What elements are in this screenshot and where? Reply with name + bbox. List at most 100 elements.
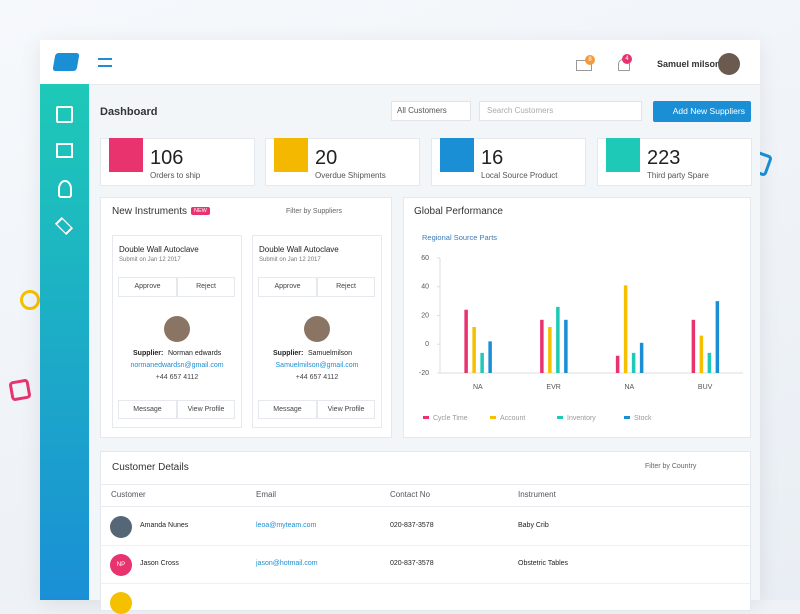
deco [20,290,40,310]
customers-panel [100,451,751,611]
supplier-avatar [164,316,190,342]
legend-swatch [557,416,563,419]
mail-icon[interactable] [576,60,592,71]
supplier-avatar [304,316,330,342]
stat-icon [109,138,143,172]
submit-date: Submit on Jan 12 2017 [119,257,181,263]
stat-value: 20 [315,147,338,169]
stat-value: 16 [481,147,504,169]
add-button[interactable]: Add New Suppliers [653,101,751,122]
instruments-panel [100,197,392,438]
supplier-name: Samuelmilson [308,350,352,357]
y-tick-label: 60 [421,255,429,262]
bar [548,327,552,373]
customer-filter[interactable]: All Customers [391,101,471,121]
bar [564,319,568,373]
y-tick-label: 40 [421,284,429,291]
supplier-email[interactable]: normanedwardsn@gmail.com [130,362,224,369]
column-header[interactable]: Customer [111,490,146,499]
customer-avatar: NP [110,554,132,576]
supplier-filter[interactable]: Filter by Suppliers [286,208,343,215]
panel-title: Global Performance [414,206,503,217]
stat-label: Local Source Product [481,171,558,180]
bar [464,309,468,373]
supplier-email[interactable]: Samuelmilson@gmail.com [275,362,359,369]
cell-email[interactable]: jason@hotmail.com [256,560,318,567]
stat-label: Third party Spare [647,171,709,180]
stat-icon [440,138,474,172]
message-button[interactable]: Message [118,400,177,419]
y-tick-label: -20 [419,370,429,377]
cell-instrument: Obstetric Tables [518,560,569,567]
reject-button[interactable]: Reject [317,277,375,297]
legend-label: Cycle Time [433,415,468,422]
user-avatar[interactable] [718,53,740,75]
approve-button[interactable]: Approve [258,277,317,297]
row-divider [101,545,750,546]
supplier-phone: +44 657 4112 [155,374,199,381]
profile-button[interactable]: View Profile [317,400,375,419]
bar [691,319,696,373]
chart: Regional Source Parts -20 0 20 40 60 NA EVR NA B… [419,233,743,422]
column-header[interactable]: Email [256,490,277,499]
sidebar [40,84,89,600]
legend-label: Stock [634,415,652,422]
bar [556,306,560,373]
column-header[interactable]: Contact No [390,490,431,499]
bar [623,285,628,373]
panel-title: Customer Details [112,462,189,473]
bar [472,327,476,373]
supplier-phone: +44 657 4112 [295,374,339,381]
instrument-card [112,235,242,428]
stat-value: 223 [647,147,681,169]
logo [52,53,80,71]
new-badge: NEW [191,207,210,215]
bar [615,355,620,373]
submit-date: Submit on Jan 12 2017 [259,257,321,263]
message-button[interactable]: Message [258,400,317,419]
stat-icon [274,138,308,172]
row-divider [101,583,750,584]
x-tick-label: BUV [698,384,713,391]
nav-icon[interactable] [56,106,73,123]
cell-phone: 020-837-3578 [390,522,434,529]
search-input[interactable]: Search Customers [479,101,642,121]
supplier-name: Norman edwards [168,350,222,357]
legend-swatch [490,416,496,419]
y-tick-label: 0 [425,341,429,348]
customer-avatar [110,516,132,538]
y-tick-label: 20 [421,312,429,319]
bar [715,301,720,373]
bar [480,352,484,373]
column-header[interactable]: Instrument [518,490,556,499]
stat-icon [606,138,640,172]
bar [639,342,644,373]
page-title: Dashboard [100,106,158,118]
topbar [40,40,760,85]
cell-name: Jason Cross [140,560,179,567]
legend-swatch [624,416,630,419]
nav-icon[interactable] [58,180,72,198]
user-name[interactable]: Samuel milson [657,59,721,69]
stat-label: Orders to ship [150,171,201,180]
approve-button[interactable]: Approve [118,277,177,297]
notif-badge: 4 [622,54,632,64]
country-filter[interactable]: Filter by Country [645,463,697,470]
stat-label: Overdue Shipments [315,171,386,180]
deco [8,378,32,402]
x-tick-label: NA [625,384,635,391]
performance-panel [403,197,751,438]
bar [699,335,704,373]
cell-phone: 020-837-3578 [390,560,434,567]
profile-button[interactable]: View Profile [177,400,235,419]
legend-label: Account [500,415,525,422]
legend-swatch [423,416,429,419]
menu-icon[interactable] [98,58,112,67]
nav-icon[interactable] [56,143,73,158]
bar [540,319,544,373]
reject-button[interactable]: Reject [177,277,235,297]
cell-email[interactable]: leoa@myteam.com [256,522,317,529]
bar [707,352,712,373]
chart-title: Regional Source Parts [422,233,497,242]
